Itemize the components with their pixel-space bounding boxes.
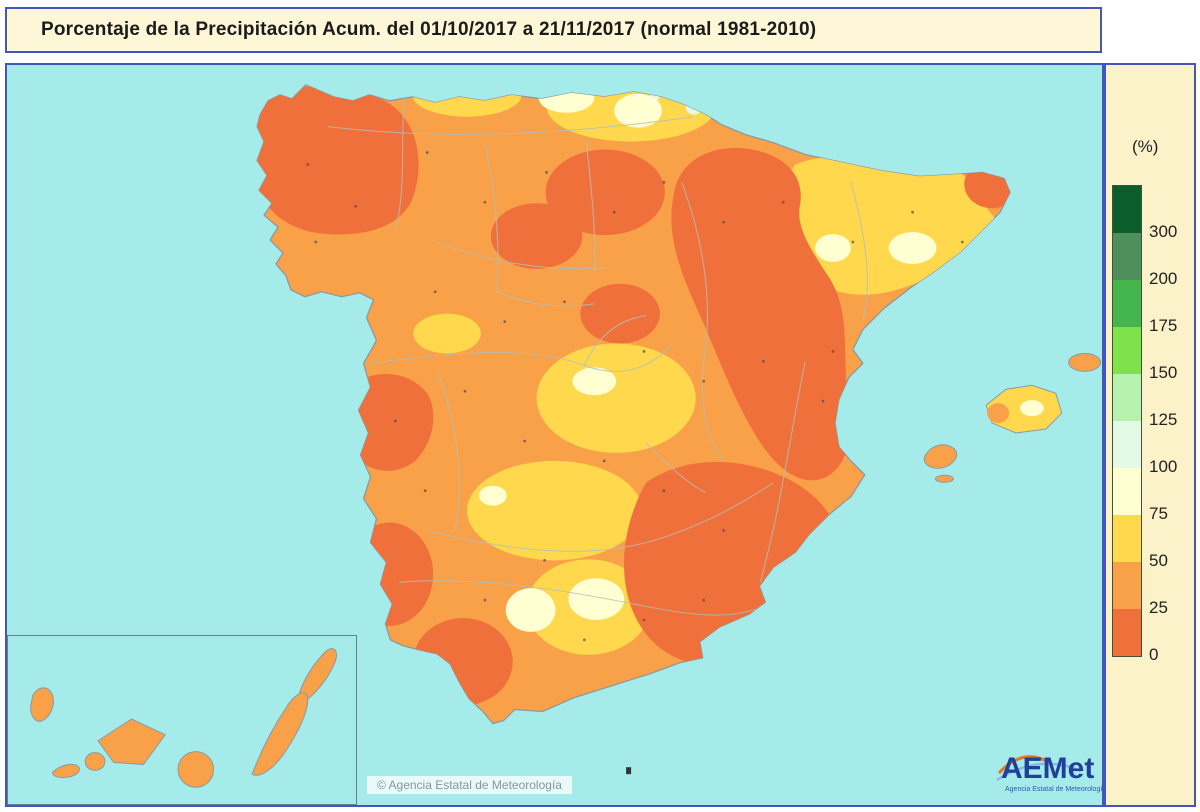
canary-islands-inset — [7, 635, 357, 805]
legend-band-100: 100 — [1113, 421, 1177, 476]
island-la-gomera — [84, 752, 106, 771]
legend-band-150: 150 — [1113, 327, 1177, 382]
map-panel: © Agencia Estatal de Meteorología AEMet … — [5, 63, 1107, 807]
island-mallorca-west — [987, 403, 1010, 424]
island-el-hierro — [52, 764, 80, 779]
copyright-note: © Agencia Estatal de Meteorología — [367, 776, 572, 794]
legend-tick-label: 300 — [1149, 222, 1178, 241]
legend-band-200: 200 — [1113, 233, 1177, 288]
island-la-palma — [30, 687, 54, 722]
balearic-islands — [923, 352, 1102, 483]
legend-tick-label: 200 — [1149, 269, 1178, 288]
legend-color-bar: 300 200 175 150 125 100 75 50 25 0 — [1112, 185, 1177, 664]
island-tenerife — [97, 718, 166, 765]
legend-tick-label: 50 — [1149, 551, 1168, 570]
legend-tick-label: 0 — [1149, 645, 1159, 664]
province-borders — [327, 92, 868, 616]
legend-band-50: 50 — [1113, 515, 1168, 570]
aemet-logo-mark: AEMet — [996, 752, 1094, 785]
legend-tick-label: 75 — [1149, 504, 1168, 523]
legend-band-75: 75 — [1113, 468, 1168, 523]
legend-tick-label: 100 — [1149, 457, 1178, 476]
logo-subtext: Agencia Estatal de Meteorología — [1005, 786, 1107, 793]
island-mallorca-center — [1019, 400, 1044, 417]
logo-orange-arc — [997, 755, 1054, 775]
island-gran-canaria — [177, 751, 215, 788]
legend-band-25: 25 — [1113, 562, 1168, 617]
logo-text: AEMet — [1001, 752, 1094, 785]
spain-map — [256, 84, 1102, 775]
regions-50-75 — [412, 84, 999, 655]
island-fuerteventura — [251, 692, 309, 776]
island-ibiza — [923, 444, 958, 469]
map-glyph — [626, 767, 632, 775]
regions-75-100 — [478, 84, 937, 632]
legend-band-0: 0 — [1113, 609, 1158, 664]
title-bar: Porcentaje de la Precipitación Acum. del… — [5, 7, 1102, 53]
map-title: Porcentaje de la Precipitación Acum. del… — [41, 19, 817, 40]
legend-band-300: 300 — [1113, 186, 1177, 241]
legend-band-125: 125 — [1113, 374, 1177, 429]
legend-tick-label: 175 — [1149, 316, 1178, 335]
canary-islands-map — [30, 648, 337, 788]
aemet-logo: AEMet Agencia Estatal de Meteorología — [995, 743, 1107, 793]
island-lanzarote — [298, 648, 337, 700]
legend-panel: (%) 300 200 175 150 125 100 75 50 25 0 — [1104, 63, 1196, 807]
legend-tick-label: 25 — [1149, 598, 1168, 617]
island-menorca — [1068, 352, 1102, 372]
logo-blue-arc — [996, 762, 1082, 782]
legend-tick-label: 125 — [1149, 410, 1178, 429]
legend-band-175: 175 — [1113, 280, 1177, 335]
legend-tick-label: 150 — [1149, 363, 1178, 382]
legend-unit-label: (%) — [1132, 137, 1159, 156]
island-formentera — [934, 474, 954, 483]
